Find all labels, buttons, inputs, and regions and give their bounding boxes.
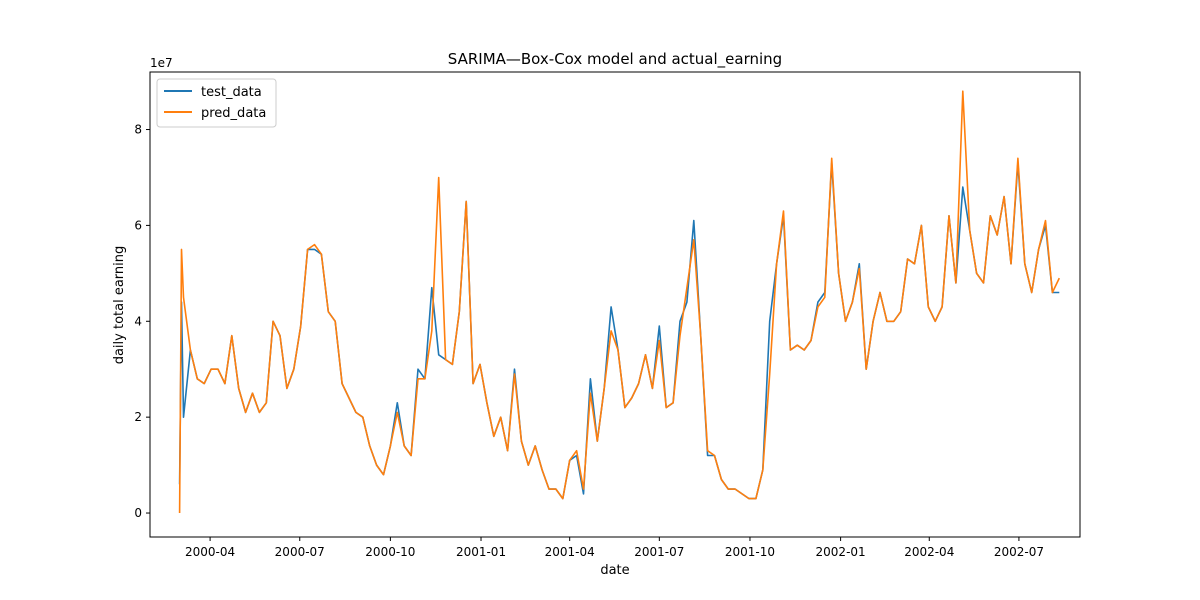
y-scale-label: 1e7 — [150, 56, 173, 70]
x-tick-label: 2001-04 — [545, 545, 595, 559]
x-tick-label: 2000-10 — [365, 545, 415, 559]
chart-title: SARIMA—Box-Cox model and actual_earning — [448, 50, 782, 69]
y-tick-label: 6 — [134, 218, 142, 232]
x-tick-label: 2001-07 — [634, 545, 684, 559]
legend-label-test-data: test_data — [201, 85, 262, 100]
x-tick-label: 2002-07 — [994, 545, 1044, 559]
y-axis: 0 2 4 6 8 — [134, 123, 150, 520]
y-tick-label: 4 — [134, 314, 142, 328]
legend-label-pred-data: pred_data — [201, 106, 266, 121]
plot-area — [150, 72, 1080, 537]
y-tick-label: 2 — [134, 410, 142, 424]
y-tick-label: 8 — [134, 123, 142, 137]
x-tick-label: 2002-04 — [904, 545, 954, 559]
y-axis-label: daily total earning — [112, 246, 127, 365]
legend: test_data pred_data — [156, 78, 277, 128]
x-axis: 2000-04 2000-07 2000-10 2001-01 2001-04 2001-… — [185, 537, 1044, 559]
series-line-pred-data — [178, 90, 1061, 514]
x-tick-label: 2002-01 — [816, 545, 866, 559]
x-tick-label: 2000-07 — [275, 545, 325, 559]
x-tick-label: 2000-04 — [185, 545, 235, 559]
x-axis-label: date — [600, 563, 629, 578]
x-tick-label: 2001-10 — [725, 545, 775, 559]
series-layer — [178, 90, 1061, 514]
y-tick-label: 0 — [134, 506, 142, 520]
x-tick-label: 2001-01 — [456, 545, 506, 559]
plot-frame — [149, 71, 1081, 538]
